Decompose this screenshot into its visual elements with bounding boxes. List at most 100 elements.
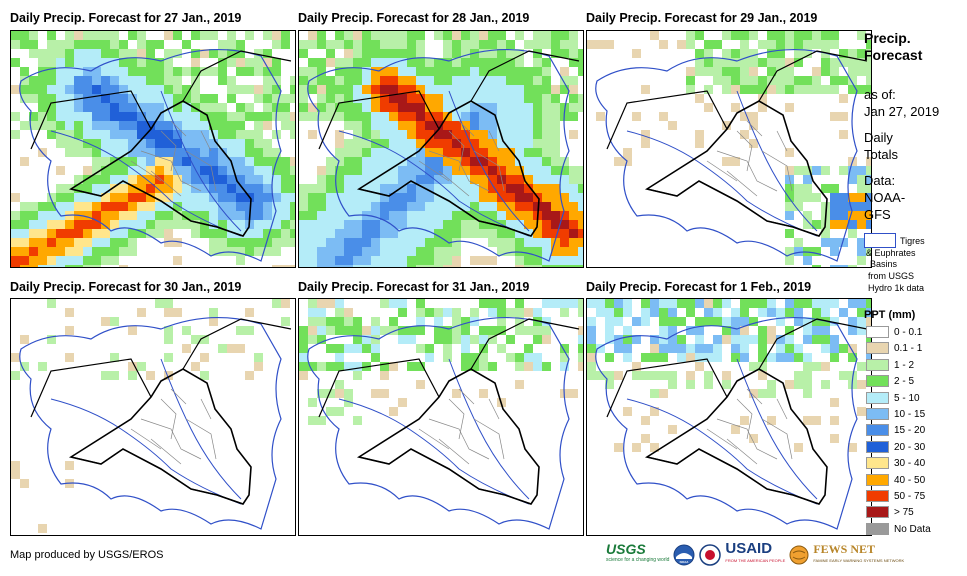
precip-cell [128, 238, 137, 247]
precip-cell [497, 76, 506, 85]
precip-cell [506, 247, 515, 256]
precip-cell [299, 94, 308, 103]
precip-cell [281, 202, 290, 211]
precip-cell [695, 362, 704, 371]
precip-cell [110, 103, 119, 112]
precip-cell [713, 58, 722, 67]
precip-cell [164, 308, 173, 317]
precip-cell [560, 229, 569, 238]
panel-title-1: Daily Precip. Forecast for 27 Jan., 2019 [10, 11, 242, 25]
precip-cell [128, 166, 137, 175]
precip-cell [515, 202, 524, 211]
precip-cell [569, 193, 578, 202]
precip-cell [146, 220, 155, 229]
precip-cell [443, 103, 452, 112]
precip-cell [389, 130, 398, 139]
precip-cell [416, 130, 425, 139]
precip-cell [434, 103, 443, 112]
precip-cell [299, 184, 308, 193]
precip-cell [38, 238, 47, 247]
precip-cell [254, 247, 263, 256]
precip-cell [560, 49, 569, 58]
precip-cell [398, 76, 407, 85]
precip-cell [542, 265, 551, 267]
precip-cell [542, 317, 551, 326]
usaid-logo-text: USAID [725, 540, 773, 557]
precip-cell [443, 58, 452, 67]
precip-cell [137, 49, 146, 58]
precip-cell [470, 67, 479, 76]
precip-cell [533, 40, 542, 49]
precip-cell [308, 31, 317, 40]
precip-cell [443, 166, 452, 175]
precip-cell [380, 148, 389, 157]
map-panel-28-jan[interactable] [298, 30, 584, 268]
precip-cell [29, 112, 38, 121]
precip-cell [389, 407, 398, 416]
precip-cell [659, 344, 668, 353]
precip-cell [425, 265, 434, 267]
map-panel-1-feb[interactable] [586, 298, 872, 536]
precip-cell [173, 175, 182, 184]
precip-cell [461, 103, 470, 112]
precip-cell [209, 67, 218, 76]
precip-cell [326, 58, 335, 67]
precip-cell [11, 238, 20, 247]
precip-cell [578, 326, 583, 335]
precip-cell [299, 238, 308, 247]
precip-cell [479, 299, 488, 308]
map-panel-29-jan[interactable] [586, 30, 872, 268]
precip-cell [353, 67, 362, 76]
precip-cell [227, 130, 236, 139]
map-panel-31-jan[interactable] [298, 298, 584, 536]
precip-cell [47, 335, 56, 344]
admin-boundaries [418, 388, 505, 465]
precip-cell [371, 317, 380, 326]
precip-cell [353, 112, 362, 121]
precip-cell [11, 130, 20, 139]
precip-cell [389, 229, 398, 238]
precip-cell [344, 247, 353, 256]
precip-cell [740, 353, 749, 362]
precip-cell [524, 166, 533, 175]
precip-cell [137, 175, 146, 184]
map-panel-27-jan[interactable] [10, 30, 296, 268]
precip-cell [47, 76, 56, 85]
precip-cell [407, 148, 416, 157]
precip-cell [839, 220, 848, 229]
precip-cell [362, 130, 371, 139]
map-panel-30-jan[interactable] [10, 298, 296, 536]
precip-cell [236, 247, 245, 256]
precip-cell [713, 353, 722, 362]
precip-cell [677, 40, 686, 49]
precip-cell [740, 416, 749, 425]
precip-cell [488, 308, 497, 317]
precip-cell [218, 112, 227, 121]
precip-cell [218, 166, 227, 175]
precip-cell [164, 326, 173, 335]
precip-cell [713, 344, 722, 353]
precip-cell [407, 166, 416, 175]
precip-cell [434, 112, 443, 121]
precip-cell [821, 238, 830, 247]
precip-cell [524, 40, 533, 49]
precip-cell [857, 166, 866, 175]
precip-cell [110, 175, 119, 184]
precip-cell [20, 362, 29, 371]
legend-swatch [866, 391, 889, 404]
precip-cell [389, 103, 398, 112]
precip-cell [830, 434, 839, 443]
precip-cell [281, 211, 290, 220]
precip-cell [200, 229, 209, 238]
precip-cell [110, 247, 119, 256]
panel-title-2: Daily Precip. Forecast for 28 Jan., 2019 [298, 11, 530, 25]
precip-cell [578, 353, 583, 362]
precip-cell [371, 389, 380, 398]
precip-cell [137, 157, 146, 166]
precip-cell [245, 326, 254, 335]
precip-cell [857, 380, 866, 389]
precip-cell [344, 389, 353, 398]
precip-cell [20, 40, 29, 49]
precip-cell [245, 139, 254, 148]
precip-cell [803, 193, 812, 202]
